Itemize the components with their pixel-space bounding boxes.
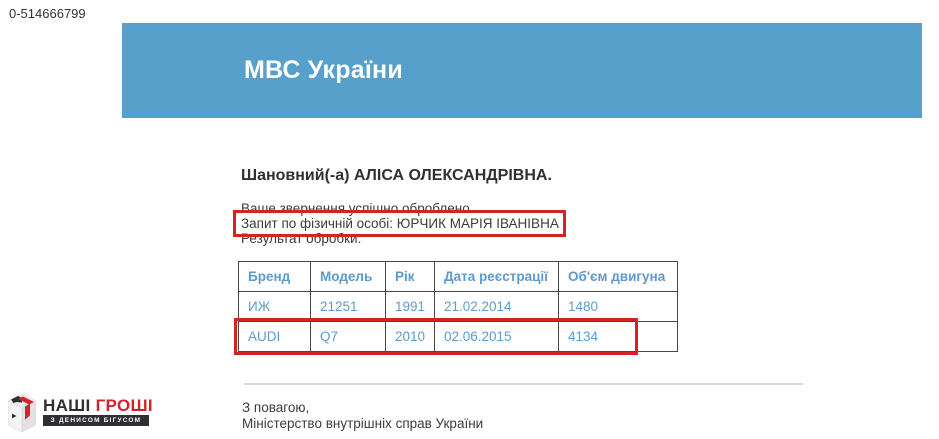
logo-tagline: З ДЕНИСОМ БІГУСОМ xyxy=(43,415,149,426)
table-row: ИЖ 21251 1991 21.02.2014 1480 xyxy=(238,291,678,322)
column-header-brand: Бренд xyxy=(238,261,311,292)
vehicle-results-table: Бренд Модель Рік Дата реєстрації Об'єм д… xyxy=(238,261,678,352)
cell-engine-volume: 4134 xyxy=(558,321,678,352)
column-header-year: Рік xyxy=(385,261,435,292)
logo-word-red: ГРОШІ xyxy=(95,396,153,415)
cell-year: 1991 xyxy=(385,291,435,322)
column-header-engine-volume: Об'єм двигуна xyxy=(558,261,678,292)
cell-registration-date: 02.06.2015 xyxy=(434,321,559,352)
signature-closing: З повагою, xyxy=(242,400,310,415)
logo-word-dark: НАШІ xyxy=(43,396,96,415)
table-row: AUDI Q7 2010 02.06.2015 4134 xyxy=(238,321,678,352)
cell-year: 2010 xyxy=(385,321,435,352)
request-line: Запит по фізичній особі: ЮРЧИК МАРІЯ ІВА… xyxy=(241,216,559,231)
logo-wordmark: НАШІ ГРОШІ xyxy=(43,396,153,416)
greeting-line: Шановний(-а) АЛІСА ОЛЕКСАНДРІВНА. xyxy=(241,167,552,184)
cell-engine-volume: 1480 xyxy=(558,291,678,322)
email-header-title: МВС України xyxy=(244,56,403,84)
signature-ministry: Міністерство внутрішніх справ України xyxy=(242,416,484,431)
column-header-registration-date: Дата реєстрації xyxy=(434,261,559,292)
cell-model: Q7 xyxy=(310,321,386,352)
result-line: Результат обробки: xyxy=(241,231,362,246)
cell-brand: ИЖ xyxy=(238,291,311,322)
table-header-row: Бренд Модель Рік Дата реєстрації Об'єм д… xyxy=(238,261,678,292)
cube-logo-icon xyxy=(8,394,36,432)
nashi-groshi-logo: НАШІ ГРОШІ З ДЕНИСОМ БІГУСОМ xyxy=(8,393,168,435)
email-header-banner: МВС України xyxy=(122,23,922,118)
column-header-model: Модель xyxy=(310,261,386,292)
reference-number: 0-514666799 xyxy=(9,6,86,21)
footer-divider xyxy=(244,383,803,385)
cell-brand: AUDI xyxy=(238,321,311,352)
cell-model: 21251 xyxy=(310,291,386,322)
cell-registration-date: 21.02.2014 xyxy=(434,291,559,322)
processed-line: Ваше звернення успішно оброблено. xyxy=(241,201,474,216)
